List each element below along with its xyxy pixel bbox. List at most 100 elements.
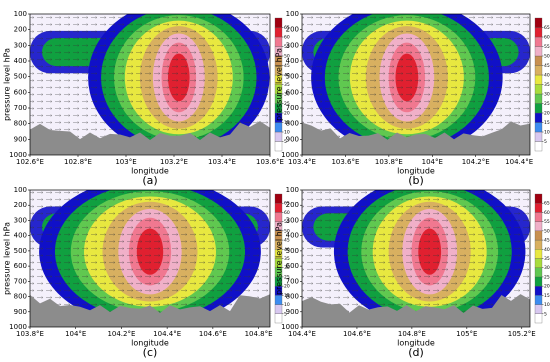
- y-tick-label: 200: [14, 26, 27, 34]
- arrows: [30, 190, 270, 327]
- plot-frame: [29, 189, 271, 328]
- x-tick-label: 104.2°E: [107, 330, 135, 338]
- colorbar-swatch: [274, 27, 283, 38]
- y-tick-label: 400: [286, 57, 299, 65]
- colorbar-label: 15: [544, 293, 550, 299]
- arrows: [30, 14, 270, 155]
- colorbar-swatch: [534, 203, 543, 213]
- colorbar-swatch: [534, 295, 543, 305]
- x-axis-label: longitude: [397, 167, 435, 176]
- colorbar-swatch: [274, 122, 283, 133]
- colorbar-swatch: [534, 46, 543, 57]
- x-tick-label: 103.4°E: [208, 158, 236, 166]
- colorbar-swatch: [534, 112, 543, 123]
- y-tick-label: 300: [14, 41, 27, 49]
- x-tick-label: 104°E: [422, 158, 443, 166]
- y-tick-label: 1000: [281, 151, 299, 159]
- y-tick-label: 900: [14, 308, 27, 316]
- colorbar-swatch: [534, 74, 543, 85]
- y-tick-label: 100: [286, 186, 299, 194]
- y-tick-label: 900: [286, 135, 299, 143]
- colorbar-label: 30: [544, 265, 550, 271]
- colorbar-label: 15: [284, 293, 290, 299]
- colorbar-label: 50: [544, 54, 550, 60]
- y-tick-label: 600: [14, 262, 27, 270]
- x-tick-label: 104.6°E: [343, 330, 371, 338]
- y-tick-label: 400: [14, 57, 27, 65]
- y-axis-label: pressure level hPa: [275, 48, 284, 121]
- y-tick-label: 800: [14, 293, 27, 301]
- colorbar-swatch: [534, 93, 543, 104]
- y-tick-label: 700: [286, 104, 299, 112]
- colorbar-label: 25: [544, 101, 550, 107]
- terrain: [302, 294, 530, 327]
- colorbar-label: 35: [284, 256, 290, 262]
- x-tick-label: 105.2°E: [508, 330, 536, 338]
- colorbar-swatch: [534, 141, 543, 152]
- colorbar-label: 15: [544, 120, 550, 126]
- field: [302, 14, 530, 155]
- panel-label: (c): [143, 346, 158, 359]
- colorbar-label: 15: [284, 120, 290, 126]
- colorbar-swatch: [534, 193, 543, 204]
- colorbar-label: 40: [544, 247, 550, 253]
- y-tick-label: 500: [14, 247, 27, 255]
- colorbar-label: 55: [284, 219, 290, 225]
- y-axis-label: pressure level hPa: [3, 48, 12, 121]
- terrain: [302, 121, 530, 155]
- colorbar-label: 5: [544, 139, 547, 145]
- x-tick-label: 103°E: [115, 158, 136, 166]
- colorbar-swatch: [534, 103, 543, 114]
- colorbar-swatch: [274, 212, 283, 222]
- colorbar-label: 65: [284, 25, 290, 31]
- colorbar-swatch: [534, 55, 543, 66]
- colorbar-label: 55: [284, 44, 290, 50]
- y-tick-label: 700: [14, 104, 27, 112]
- y-tick-label: 500: [286, 73, 299, 81]
- colorbar-label: 65: [284, 201, 290, 207]
- y-tick-label: 300: [286, 216, 299, 224]
- colorbar-label: 35: [284, 82, 290, 88]
- colorbar-swatch: [534, 17, 543, 28]
- colorbar-label: 5: [544, 311, 547, 317]
- x-tick-label: 104°E: [65, 330, 86, 338]
- colorbar-label: 20: [284, 284, 290, 290]
- y-tick-label: 200: [14, 201, 27, 209]
- colorbar-swatch: [274, 17, 283, 28]
- colorbar-swatch: [534, 131, 543, 142]
- colorbar-swatch: [274, 141, 283, 152]
- colorbar-label: 65: [544, 201, 550, 207]
- colorbar-swatch: [274, 36, 283, 47]
- y-tick-label: 800: [14, 120, 27, 128]
- colorbar-label: 20: [284, 111, 290, 117]
- y-axis-label: pressure level hPa: [275, 222, 284, 295]
- colorbar-label: 5: [284, 139, 287, 145]
- y-tick-label: 1000: [281, 323, 299, 331]
- y-tick-label: 300: [286, 41, 299, 49]
- colorbar-label: 10: [284, 302, 290, 308]
- terrain: [30, 294, 270, 327]
- colorbar-label: 30: [284, 265, 290, 271]
- x-axis-label: longitude: [397, 339, 435, 348]
- colorbar-swatch: [534, 221, 543, 232]
- plot-frame: [301, 13, 531, 156]
- colorbar-swatch: [534, 313, 543, 324]
- colorbar-label: 20: [544, 284, 550, 290]
- colorbar-label: 55: [544, 219, 550, 225]
- colorbar-label: 45: [284, 238, 290, 244]
- colorbar-swatch: [534, 84, 543, 95]
- colorbar-swatch: [534, 212, 543, 222]
- colorbar-label: 45: [284, 63, 290, 69]
- x-tick-label: 104.6°E: [199, 330, 227, 338]
- colorbar-swatch: [274, 295, 283, 305]
- field: [30, 14, 270, 155]
- y-tick-label: 900: [286, 308, 299, 316]
- x-tick-label: 102.8°E: [64, 158, 92, 166]
- y-tick-label: 200: [286, 26, 299, 34]
- colorbar-label: 55: [544, 44, 550, 50]
- field: [30, 190, 270, 327]
- colorbar-swatch: [534, 304, 543, 314]
- y-tick-label: 400: [286, 232, 299, 240]
- colorbar-label: 50: [284, 54, 290, 60]
- y-tick-label: 800: [286, 293, 299, 301]
